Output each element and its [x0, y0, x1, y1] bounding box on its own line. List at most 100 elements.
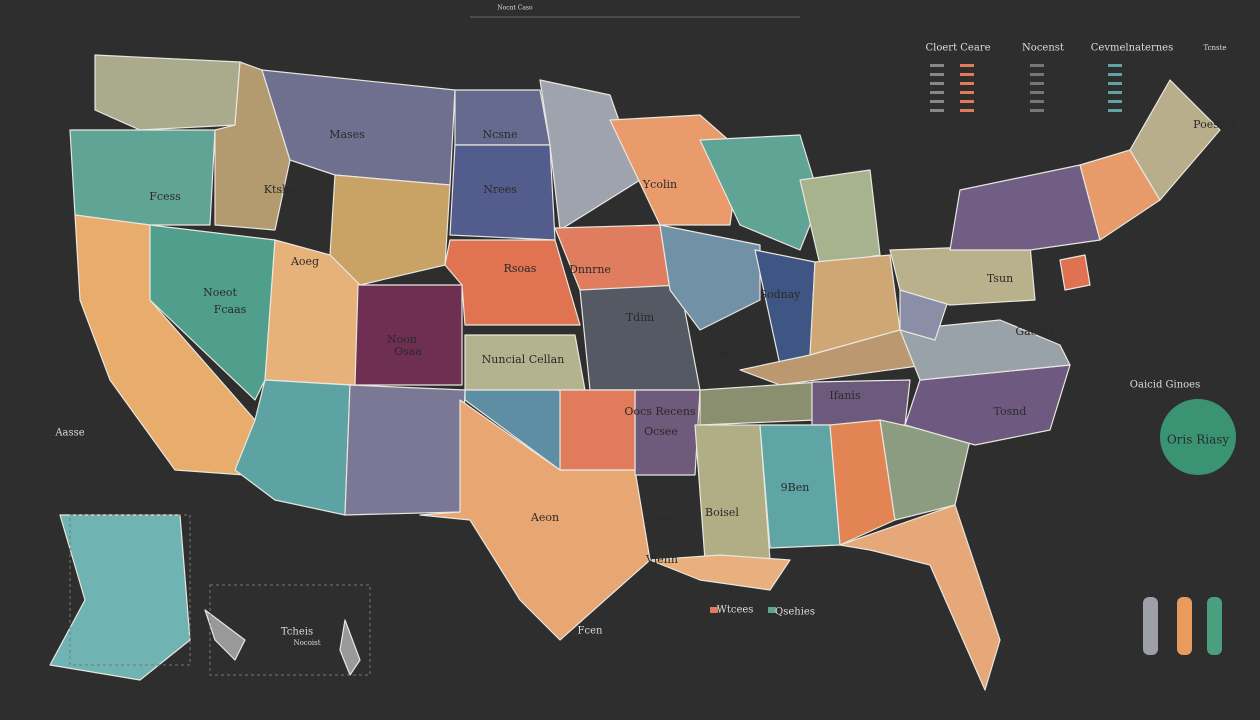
state-label: Poesoss — [1193, 118, 1237, 131]
state — [694, 424, 771, 561]
state — [444, 239, 581, 326]
state-label: Osaa — [394, 345, 422, 358]
state-label: Noon — [387, 333, 417, 346]
state — [69, 129, 216, 226]
legend-bar — [930, 91, 944, 94]
state — [839, 504, 1001, 691]
legend-bar — [1030, 82, 1044, 85]
legend-header: Cloert Ceare — [926, 43, 991, 54]
state — [1059, 254, 1091, 291]
cylinder — [1143, 597, 1158, 655]
legend-bar — [960, 109, 974, 112]
cylinder — [1207, 597, 1222, 655]
legend-bar — [960, 73, 974, 76]
state — [329, 174, 451, 286]
state-label: Ycolin — [642, 178, 677, 191]
labels: Fcess Ktsbu Mases Nrees Ncsne Aoeg Fcaas Noeot O… — [149, 118, 1237, 566]
state-label: Ocsee — [644, 425, 678, 438]
state-label: Boisel — [705, 506, 739, 519]
state — [559, 389, 636, 471]
state-label: Ifanis — [829, 389, 861, 402]
state-label: Alons — [704, 348, 736, 361]
state — [811, 379, 911, 426]
state-label: Aeasn — [644, 511, 679, 524]
state — [354, 284, 463, 386]
legend-bar — [960, 100, 974, 103]
state-label: Rsoas — [504, 262, 537, 275]
hawaii — [204, 609, 246, 661]
state-label: Nuncial Cellan — [482, 353, 565, 366]
cylinders — [1143, 597, 1222, 655]
badge — [1160, 399, 1236, 475]
state — [149, 224, 276, 401]
state-label: Aeon — [530, 511, 559, 524]
state-label: Aoeg — [290, 255, 319, 268]
legend-bar — [1108, 73, 1122, 76]
legend-bar — [930, 100, 944, 103]
legend-bar — [960, 64, 974, 67]
state — [1129, 79, 1221, 201]
state — [649, 554, 791, 591]
legend-bar — [960, 91, 974, 94]
inset-frame — [209, 584, 371, 676]
state-label: Tosnd — [994, 405, 1027, 418]
state — [799, 169, 881, 266]
states — [49, 54, 1221, 691]
state-label: Mases — [329, 128, 365, 141]
legend-bar — [960, 82, 974, 85]
legend-bar — [1108, 82, 1122, 85]
top-legend: Cloert Ceare Nocenst Cevmelnaternes Tcnste — [926, 43, 1227, 112]
inset-label: Tcheis — [281, 627, 313, 638]
state — [699, 381, 821, 426]
legend-bar — [1030, 109, 1044, 112]
legend-header: Nocenst — [1022, 43, 1064, 54]
state-label: Fcess — [149, 190, 181, 203]
state-label: Fcaas — [214, 303, 247, 316]
footer-label: Fcen — [578, 626, 603, 637]
legend-bar — [930, 64, 944, 67]
state — [94, 54, 241, 131]
swatch — [710, 607, 718, 613]
state-label: Vienn — [645, 553, 678, 566]
state-label: Oocs Recens — [624, 405, 695, 418]
state-label: Tsun — [987, 272, 1013, 285]
legend-bar — [1108, 109, 1122, 112]
legend-bar — [1030, 91, 1044, 94]
badge-text: Oris Riasy — [1167, 433, 1230, 447]
legend-bar — [930, 73, 944, 76]
state-label: Noeot — [203, 286, 237, 299]
state-label: Gacsas — [1015, 325, 1055, 338]
cylinder — [1177, 597, 1192, 655]
legend-bar — [1108, 91, 1122, 94]
inset-label: Nocoist — [293, 639, 320, 647]
inset-frame — [69, 514, 191, 666]
state-label: Dnnrne — [569, 263, 611, 276]
legend-text: Qsehies — [775, 607, 815, 618]
legend-bar — [1108, 64, 1122, 67]
state-label: Tdim — [626, 311, 655, 324]
state — [949, 164, 1101, 251]
legend-bar — [1030, 100, 1044, 103]
legend-bar — [1030, 73, 1044, 76]
state-label: 9Ben — [781, 481, 810, 494]
side-label: Aasse — [54, 428, 84, 439]
bottom-legend: Wtcees Qsehies Tcheis Nocoist Fcen — [281, 605, 815, 648]
legend-bar — [930, 82, 944, 85]
state-label: Sodnay — [759, 288, 801, 301]
legend-bar — [1108, 100, 1122, 103]
legend-bar — [930, 109, 944, 112]
state-label: Ktsbu — [264, 183, 296, 196]
legend-header: Tcnste — [1203, 44, 1226, 52]
state — [659, 224, 761, 331]
swatch — [768, 607, 776, 613]
legend-header: Cevmelnaternes — [1091, 43, 1173, 54]
page-title: Nocnt Caso — [497, 5, 533, 12]
legend-text: Wtcees — [717, 605, 754, 616]
state-label: Ncsne — [482, 128, 517, 141]
state — [344, 384, 466, 516]
state — [899, 319, 1071, 381]
state — [539, 79, 641, 231]
legend-bar — [1030, 64, 1044, 67]
side-label: Oaicid Ginoes — [1130, 380, 1200, 391]
state-label: Nrees — [483, 183, 517, 196]
